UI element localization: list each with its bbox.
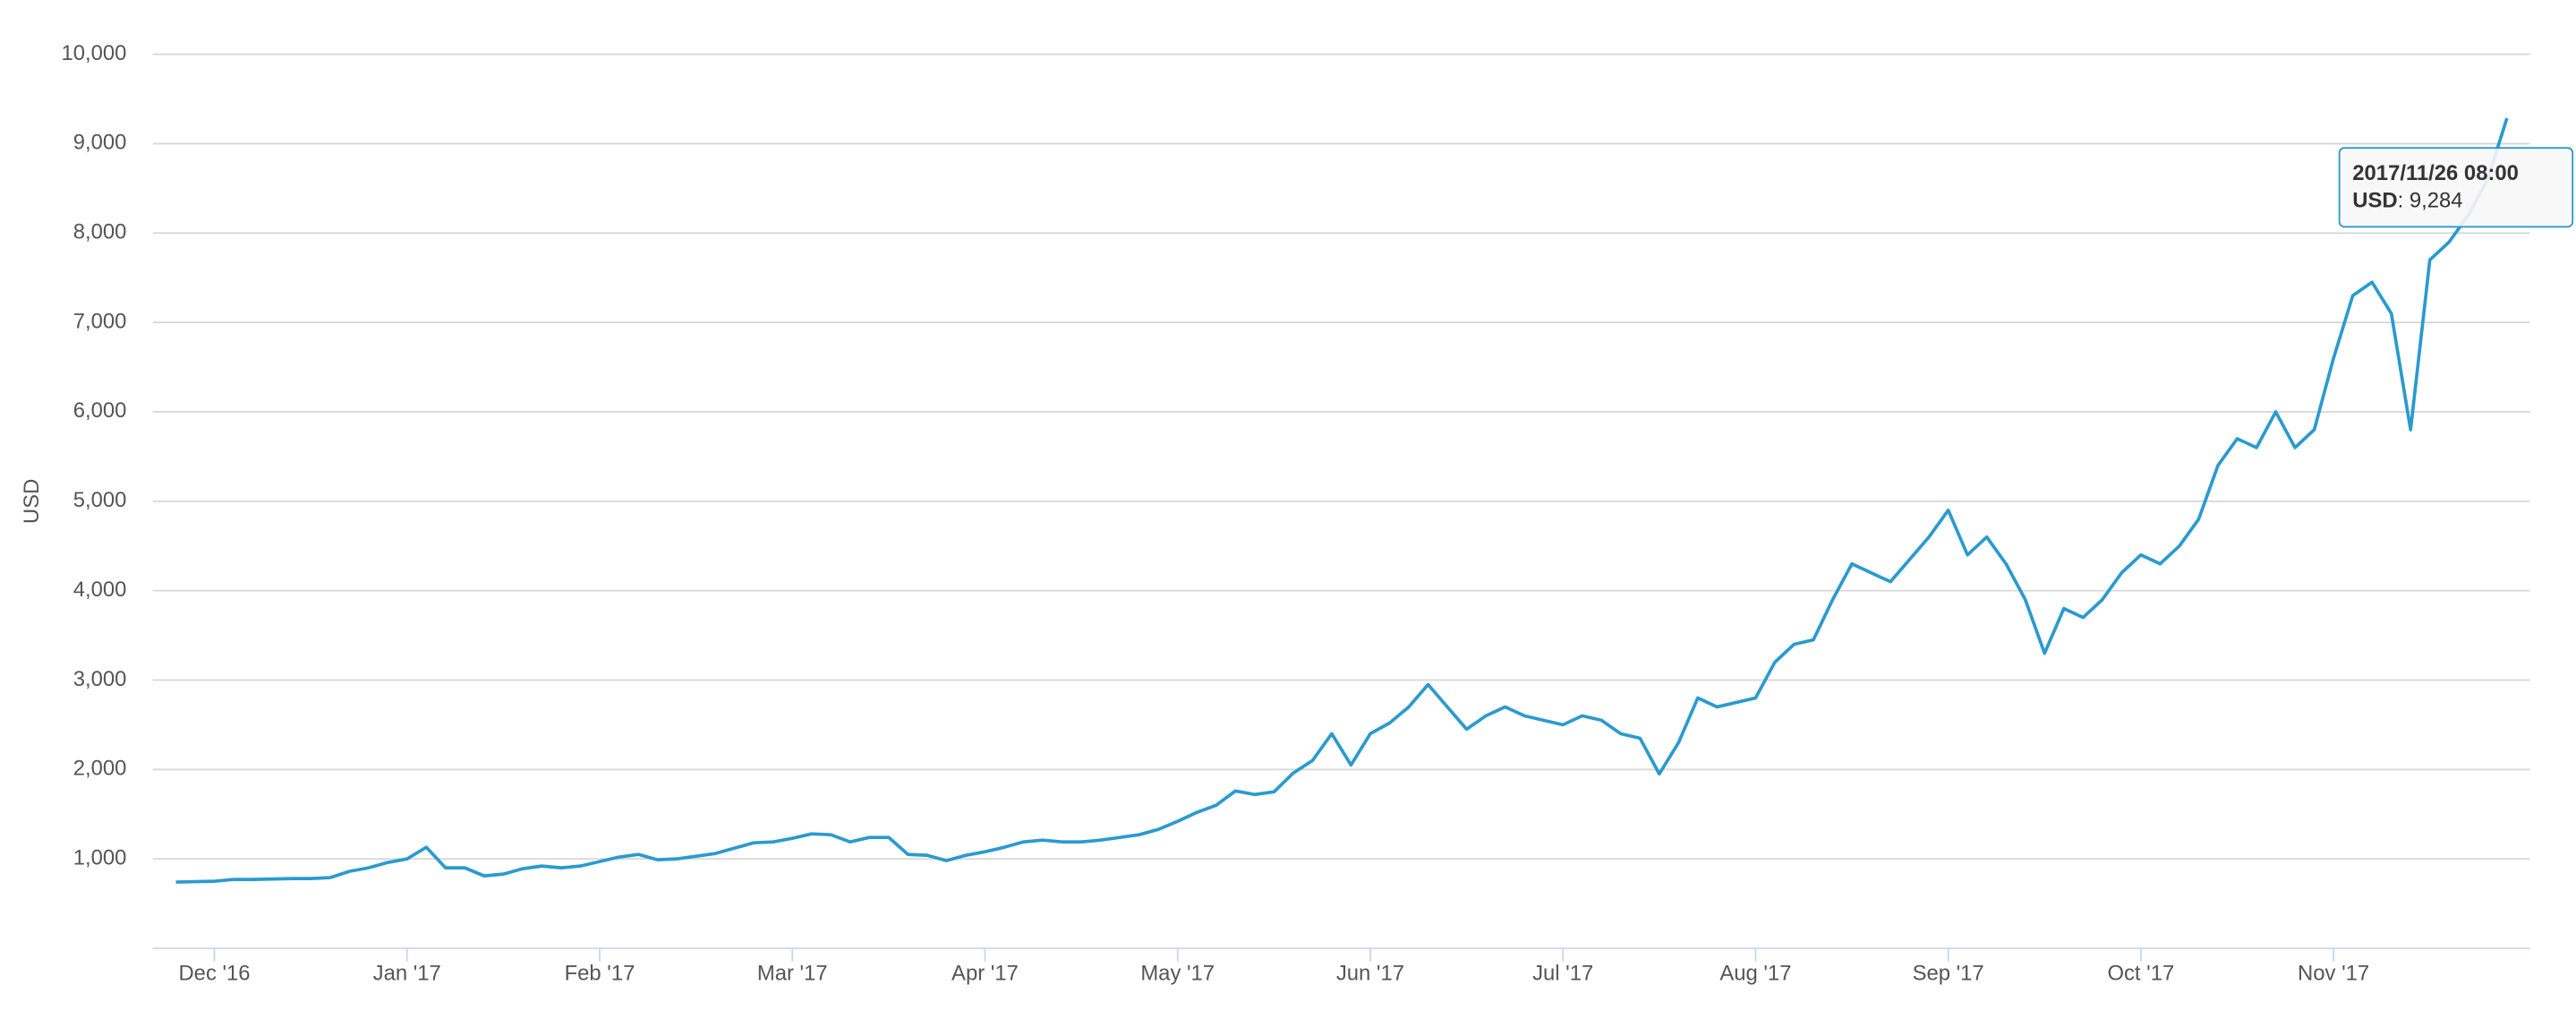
y-tick-label: 9,000	[73, 131, 127, 155]
tooltip-value: USD: 9,284	[2352, 189, 2462, 213]
y-tick-label: 1,000	[73, 845, 127, 870]
tooltip-series-name: USD	[2352, 189, 2397, 213]
y-tick-label: 4,000	[73, 578, 127, 602]
x-tick-label: Jan '17	[373, 962, 441, 986]
x-tick-label: Apr '17	[951, 962, 1019, 986]
y-tick-label: 2,000	[73, 757, 127, 781]
y-tick-label: 8,000	[73, 220, 127, 244]
y-tick-label: 5,000	[73, 488, 127, 512]
y-tick-label: 10,000	[61, 41, 126, 65]
tooltip-value-label: : 9,284	[2398, 189, 2463, 213]
x-tick-label: Nov '17	[2298, 962, 2369, 986]
y-axis-title: USD	[20, 479, 44, 524]
tooltip-date: 2017/11/26 08:00	[2352, 161, 2519, 185]
x-tick-label: Aug '17	[1719, 962, 1791, 986]
x-tick-label: Oct '17	[2107, 962, 2174, 986]
x-tick-label: Feb '17	[565, 962, 635, 986]
x-tick-label: Dec '16	[178, 962, 250, 986]
tooltip: 2017/11/26 08:00 USD: 9,284	[2338, 147, 2574, 228]
x-tick-label: Jun '17	[1336, 962, 1404, 986]
price-line	[175, 117, 2509, 884]
x-tick-label: Mar '17	[757, 962, 828, 986]
y-tick-label: 3,000	[73, 667, 127, 691]
x-tick-label: Jul '17	[1532, 962, 1593, 986]
y-tick-label: 6,000	[73, 398, 127, 423]
x-tick-label: Sep '17	[1913, 962, 1984, 986]
y-tick-label: 7,000	[73, 309, 127, 333]
x-tick-label: May '17	[1140, 962, 1215, 986]
tooltip-box	[2338, 147, 2574, 228]
